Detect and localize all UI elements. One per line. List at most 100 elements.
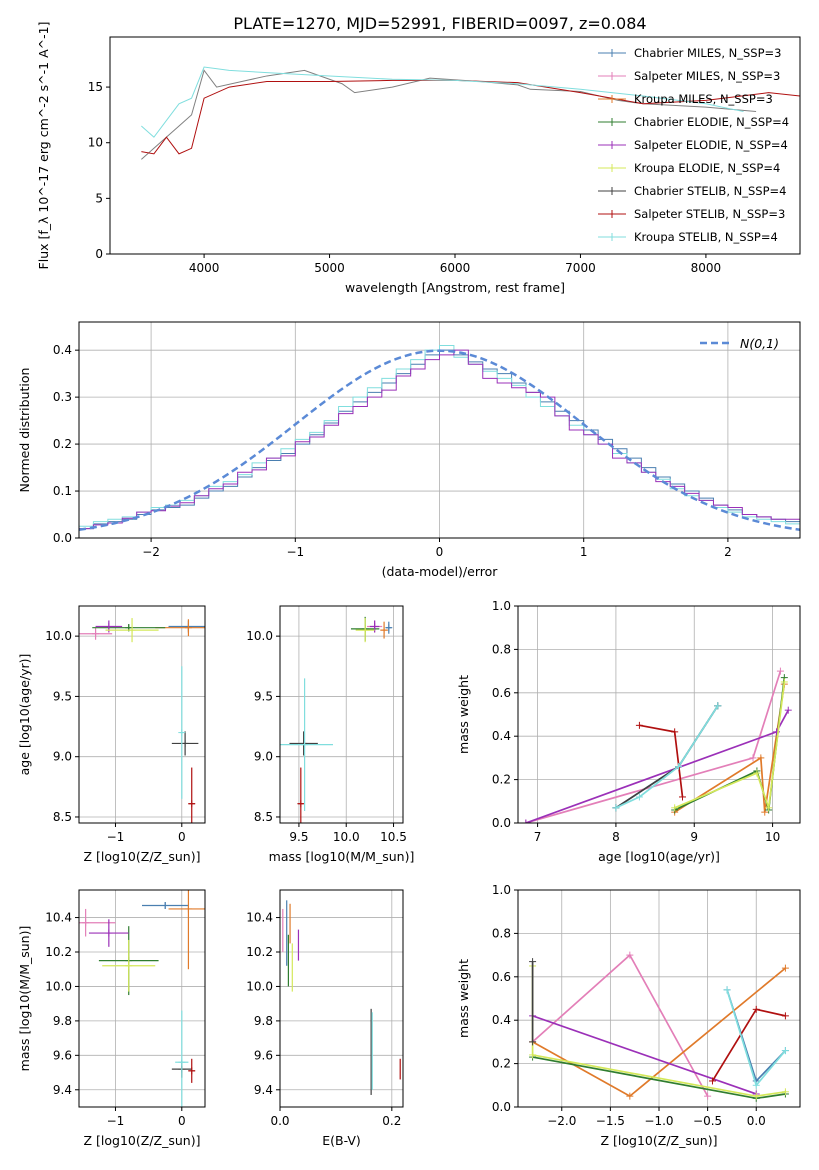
x-tick-label: −2.0 bbox=[547, 1114, 576, 1128]
axes-frame bbox=[279, 889, 404, 1108]
y-axis-label: Normed distribution bbox=[17, 368, 32, 493]
x-tick-label: 2 bbox=[724, 545, 732, 559]
errorbar-area bbox=[282, 900, 401, 1095]
y-tick-label: 0.4 bbox=[492, 729, 511, 743]
normal-curve bbox=[79, 349, 800, 532]
y-axis-label: mass weight bbox=[456, 675, 471, 754]
x-tick-label: −0.5 bbox=[693, 1114, 722, 1128]
x-tick-label: 10 bbox=[765, 830, 780, 844]
y-tick-label: 0 bbox=[95, 247, 103, 261]
errorbar-area bbox=[79, 890, 205, 1107]
y-tick-label: 0.8 bbox=[492, 926, 511, 940]
axes-frame bbox=[517, 889, 801, 1108]
x-tick-label: −1.0 bbox=[644, 1114, 673, 1128]
panel-5: −1 0 9.4 9.6 9.8 10.0 10.2 10.4 Z [log10(Z/Z_sun… bbox=[17, 889, 206, 1148]
y-tick-label: 10.4 bbox=[45, 911, 72, 925]
legend-label: N(0,1) bbox=[740, 336, 779, 351]
errorbar-area bbox=[79, 618, 205, 823]
axes-frame bbox=[78, 321, 801, 539]
legend-label: Kroupa MILES, N_SSP=3 bbox=[634, 92, 773, 106]
y-tick-label: 9.4 bbox=[254, 1083, 273, 1097]
panel-3: 9.5 10.0 10.5 8.5 9.0 9.5 10.0 mass [log10(M/M_… bbox=[246, 605, 415, 864]
y-tick-label: 9.8 bbox=[254, 1014, 273, 1028]
spectrum-line bbox=[141, 66, 744, 138]
panel-7: −2.0 −1.5 −1.0 −0.5 0.0 0.0 0.2 0.4 0.6 0.8 1.0 Z [… bbox=[456, 883, 801, 1148]
y-tick-label: 8.5 bbox=[53, 810, 72, 824]
axes-frame bbox=[279, 605, 404, 824]
x-tick-label: 10.5 bbox=[380, 830, 407, 844]
x-axis-label: Z [log10(Z/Z_sun)] bbox=[601, 1133, 718, 1148]
y-tick-label: 10.2 bbox=[246, 945, 273, 959]
x-tick-label: 9.5 bbox=[289, 830, 308, 844]
y-tick-label: 0.4 bbox=[53, 343, 72, 357]
y-tick-label: 10.2 bbox=[45, 945, 72, 959]
x-axis-label: mass [log10(M/M_sun)] bbox=[269, 849, 415, 864]
y-tick-label: 9.5 bbox=[53, 689, 72, 703]
x-axis-label: E(B-V) bbox=[322, 1133, 361, 1148]
histogram-steps bbox=[79, 349, 800, 530]
y-tick-label: 0.2 bbox=[53, 437, 72, 451]
x-axis-label: Z [log10(Z/Z_sun)] bbox=[84, 849, 201, 864]
panel-4: 7 8 9 10 0.0 0.2 0.4 0.6 0.8 1.0 age [log10(age/yr… bbox=[456, 599, 801, 864]
y-tick-label: 0.2 bbox=[492, 773, 511, 787]
x-tick-label: 0.0 bbox=[270, 1114, 289, 1128]
x-tick-label: 6000 bbox=[440, 261, 471, 275]
panel-6: 0.0 0.2 9.4 9.6 9.8 10.0 10.2 10.4 E(B-V) bbox=[246, 889, 404, 1148]
x-tick-label: −1 bbox=[286, 545, 304, 559]
x-tick-label: 9 bbox=[690, 830, 698, 844]
x-tick-label: −1 bbox=[107, 1114, 125, 1128]
axes-frame bbox=[78, 605, 206, 824]
x-axis-label: Z [log10(Z/Z_sun)] bbox=[84, 1133, 201, 1148]
errorbar-area bbox=[280, 616, 393, 823]
panel-2: −1 0 8.5 9.0 9.5 10.0 Z [log10(Z/Z_sun)] age [l… bbox=[17, 605, 206, 864]
panel-1: −2 −1 0 1 2 0.0 0.1 0.2 0.3 0.4 (data-model)/error… bbox=[17, 321, 801, 579]
y-tick-label: 0.0 bbox=[492, 816, 511, 830]
y-tick-label: 9.0 bbox=[254, 750, 273, 764]
axes-frame bbox=[78, 889, 206, 1108]
x-tick-label: 0.2 bbox=[382, 1114, 401, 1128]
weight-line bbox=[615, 705, 719, 809]
x-tick-label: 0 bbox=[436, 545, 444, 559]
panel-0: 4000 5000 6000 7000 8000 0 5 10 15 wavelength [An… bbox=[36, 22, 801, 295]
x-tick-label: 0.0 bbox=[747, 1114, 766, 1128]
axes-frame bbox=[109, 36, 801, 255]
y-tick-label: 10.4 bbox=[246, 911, 273, 925]
x-tick-label: −1.5 bbox=[596, 1114, 625, 1128]
y-axis-label: mass weight bbox=[456, 959, 471, 1038]
x-axis-label: (data-model)/error bbox=[382, 564, 499, 579]
x-tick-label: 0 bbox=[178, 1114, 186, 1128]
weight-line bbox=[532, 1015, 757, 1095]
y-tick-label: 0.8 bbox=[492, 642, 511, 656]
x-axis-label: age [log10(age/yr)] bbox=[598, 849, 720, 864]
y-tick-label: 10.0 bbox=[246, 629, 273, 643]
y-tick-label: 9.8 bbox=[53, 1014, 72, 1028]
spectrum-line bbox=[141, 79, 800, 155]
y-tick-label: 15 bbox=[88, 80, 103, 94]
legend-label: Salpeter STELIB, N_SSP=3 bbox=[634, 207, 785, 221]
line-area bbox=[529, 951, 789, 1102]
y-axis-label: age [log10(age/yr)] bbox=[17, 654, 32, 776]
x-tick-label: 8 bbox=[612, 830, 620, 844]
y-tick-label: 9.0 bbox=[53, 750, 72, 764]
y-tick-label: 8.5 bbox=[254, 810, 273, 824]
y-tick-label: 0.2 bbox=[492, 1057, 511, 1071]
y-tick-label: 10 bbox=[88, 136, 103, 150]
y-axis-label: Flux [f_λ 10^-17 erg cm^-2 s^-1 A^-1] bbox=[36, 22, 51, 270]
legend-label: Kroupa ELODIE, N_SSP=4 bbox=[634, 161, 780, 175]
y-tick-label: 0.6 bbox=[492, 686, 511, 700]
figure-title: PLATE=1270, MJD=52991, FIBERID=0097, z=0… bbox=[233, 14, 646, 33]
x-tick-label: 8000 bbox=[691, 261, 722, 275]
weight-line bbox=[674, 681, 786, 809]
x-tick-label: −1 bbox=[107, 830, 125, 844]
y-tick-label: 0.0 bbox=[53, 531, 72, 545]
legend-label: Salpeter MILES, N_SSP=3 bbox=[634, 69, 780, 83]
y-tick-label: 9.6 bbox=[254, 1048, 273, 1062]
weight-line bbox=[525, 709, 789, 823]
y-tick-label: 10.0 bbox=[45, 979, 72, 993]
histogram-steps bbox=[79, 349, 800, 530]
x-tick-label: 1 bbox=[580, 545, 588, 559]
y-tick-label: 9.4 bbox=[53, 1083, 72, 1097]
legend-label: Chabrier MILES, N_SSP=3 bbox=[634, 46, 781, 60]
y-tick-label: 1.0 bbox=[492, 883, 511, 897]
